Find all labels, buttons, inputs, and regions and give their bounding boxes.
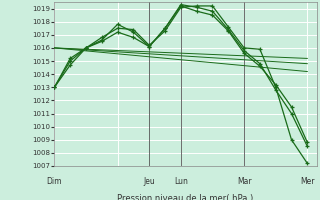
Text: Mer: Mer xyxy=(300,177,315,186)
Text: Dim: Dim xyxy=(47,177,62,186)
Text: Lun: Lun xyxy=(174,177,188,186)
Text: Pression niveau de la mer( hPa ): Pression niveau de la mer( hPa ) xyxy=(117,194,254,200)
Text: Mar: Mar xyxy=(237,177,252,186)
Text: Jeu: Jeu xyxy=(143,177,155,186)
